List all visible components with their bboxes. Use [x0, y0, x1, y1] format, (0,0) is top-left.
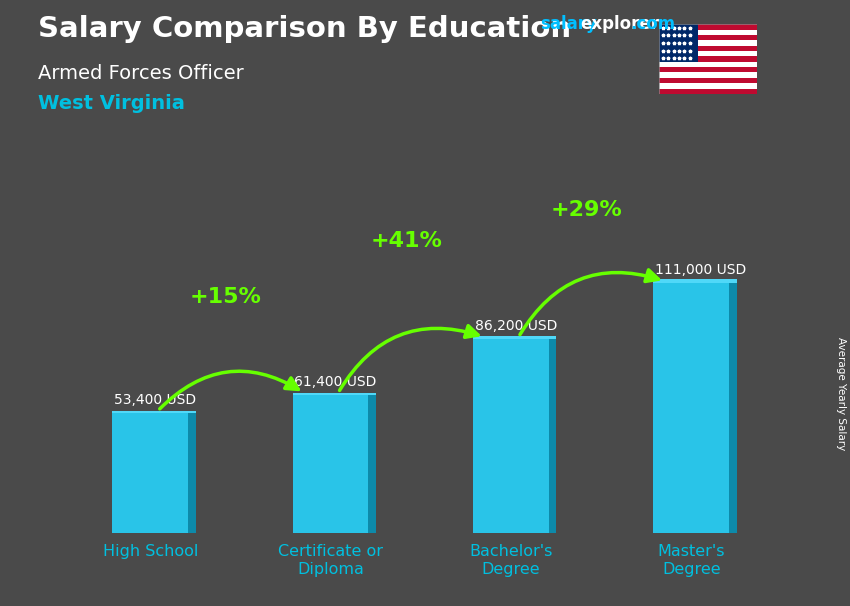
Bar: [659, 35, 756, 41]
Bar: [659, 78, 756, 83]
Bar: [654, 279, 737, 284]
Bar: [659, 41, 756, 45]
Bar: [473, 336, 557, 339]
Bar: [549, 339, 557, 533]
Bar: [659, 83, 756, 88]
Text: +41%: +41%: [371, 231, 442, 251]
Bar: [292, 395, 368, 533]
Text: explorer: explorer: [581, 15, 660, 33]
Text: 86,200 USD: 86,200 USD: [475, 319, 558, 333]
FancyArrowPatch shape: [160, 371, 298, 409]
Bar: [473, 339, 549, 533]
Bar: [659, 45, 756, 51]
Text: +15%: +15%: [190, 287, 262, 307]
Text: Salary Comparison By Education: Salary Comparison By Education: [38, 15, 571, 43]
Bar: [659, 51, 756, 56]
Text: .com: .com: [631, 15, 676, 33]
Text: 53,400 USD: 53,400 USD: [114, 393, 196, 407]
Bar: [659, 73, 756, 78]
Bar: [654, 284, 729, 533]
Bar: [188, 413, 196, 533]
Text: 111,000 USD: 111,000 USD: [655, 263, 746, 277]
Bar: [659, 62, 756, 67]
Bar: [659, 24, 698, 62]
Bar: [112, 413, 188, 533]
FancyArrowPatch shape: [339, 325, 478, 390]
Text: 61,400 USD: 61,400 USD: [294, 375, 377, 389]
Text: salary: salary: [540, 15, 597, 33]
Text: +29%: +29%: [551, 201, 622, 221]
Bar: [292, 393, 376, 395]
Bar: [659, 67, 756, 73]
Bar: [659, 88, 756, 94]
Text: Armed Forces Officer: Armed Forces Officer: [38, 64, 244, 82]
Bar: [659, 56, 756, 62]
Bar: [729, 284, 737, 533]
Text: Average Yearly Salary: Average Yearly Salary: [836, 338, 846, 450]
Bar: [112, 411, 196, 413]
Bar: [659, 30, 756, 35]
Bar: [659, 24, 756, 30]
Text: West Virginia: West Virginia: [38, 94, 185, 113]
Bar: [368, 395, 376, 533]
FancyArrowPatch shape: [520, 270, 659, 335]
